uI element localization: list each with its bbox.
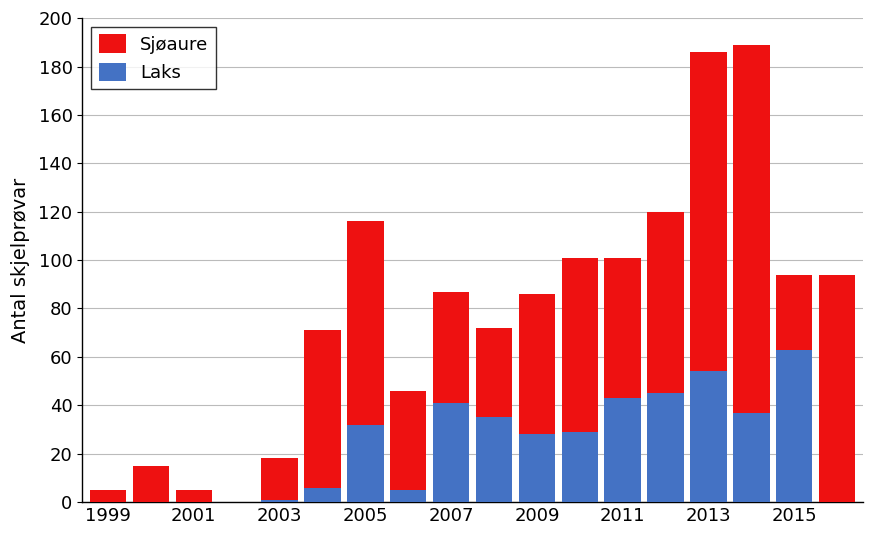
Bar bbox=[819, 274, 856, 502]
Bar bbox=[261, 458, 298, 500]
Y-axis label: Antal skjelprøvar: Antal skjelprøvar bbox=[11, 177, 30, 343]
Bar bbox=[347, 221, 384, 425]
Bar bbox=[390, 490, 427, 502]
Bar bbox=[433, 403, 469, 502]
Bar bbox=[261, 500, 298, 502]
Bar bbox=[690, 52, 726, 371]
Bar bbox=[648, 212, 683, 393]
Bar bbox=[433, 292, 469, 403]
Legend: Sjøaure, Laks: Sjøaure, Laks bbox=[91, 27, 216, 90]
Bar bbox=[690, 371, 726, 502]
Bar bbox=[518, 434, 555, 502]
Bar bbox=[605, 398, 641, 502]
Bar bbox=[304, 488, 341, 502]
Bar bbox=[390, 391, 427, 490]
Bar bbox=[562, 432, 598, 502]
Bar bbox=[518, 294, 555, 434]
Bar bbox=[133, 466, 170, 502]
Bar bbox=[304, 330, 341, 488]
Bar bbox=[90, 490, 126, 502]
Bar bbox=[776, 349, 813, 502]
Bar bbox=[347, 425, 384, 502]
Bar bbox=[475, 328, 512, 418]
Bar bbox=[562, 258, 598, 432]
Bar bbox=[733, 44, 770, 413]
Bar bbox=[475, 418, 512, 502]
Bar bbox=[176, 490, 212, 502]
Bar bbox=[733, 413, 770, 502]
Bar bbox=[605, 258, 641, 398]
Bar bbox=[648, 393, 683, 502]
Bar bbox=[776, 274, 813, 349]
